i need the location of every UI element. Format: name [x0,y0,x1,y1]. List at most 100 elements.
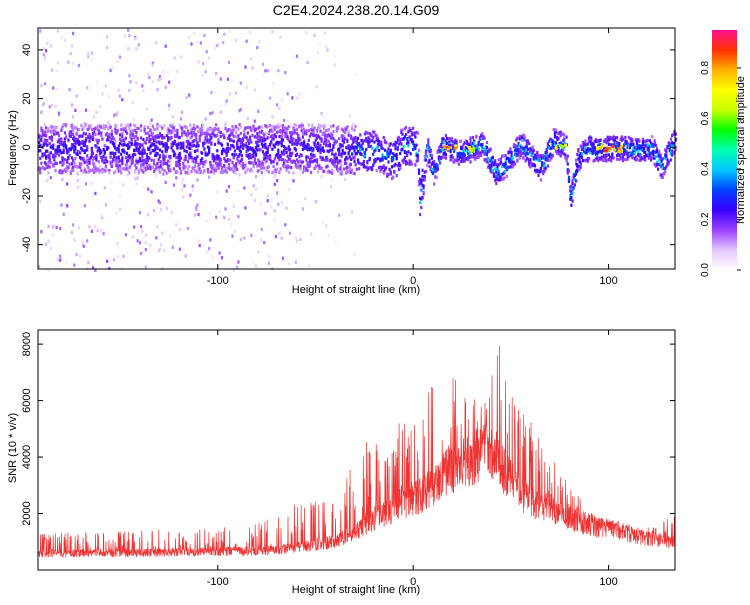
spectrogram-cell [259,139,262,143]
spectrogram-cell [666,158,669,162]
spectrogram-cell [45,134,48,138]
spectrogram-cell [257,158,260,162]
spectrogram-cell [325,128,328,133]
spectrogram-cell [453,149,456,153]
spectrogram-cell [46,143,49,147]
spectrogram-cell [190,127,193,131]
spectrogram-cell [346,139,349,143]
spectrogram-cell [94,132,97,137]
spectrogram-cell [545,147,548,152]
spectrogram-cell [163,161,166,165]
spectrogram-cell [427,138,430,142]
spectrogram-cell [674,132,677,136]
spectrogram-cell [507,156,510,160]
spectrogram-cell [297,96,300,100]
spectrogram-cell [88,132,91,136]
spectrogram-cell [419,212,422,217]
spectrogram-cell [49,124,52,128]
spectrogram-cell [192,31,195,35]
spectrogram-cell [254,264,258,268]
spectrogram-hotspot [596,146,600,150]
spectrogram-cell [277,122,280,127]
spectrogram-cell [558,142,561,146]
spectrogram-cell [627,155,630,159]
spectrogram-cell [378,148,381,153]
spectrogram-cell [389,148,392,152]
spectrogram-cell [621,155,625,159]
spectrogram-cell [233,153,236,157]
spectrogram-cell [328,170,331,174]
spectrogram-cell [54,168,57,173]
spectrogram-cell [219,162,222,166]
spectrogram-cell [224,168,227,173]
spectrogram-cell [227,185,231,189]
spectrogram-cell [67,138,70,142]
spectrogram-cell [269,156,272,160]
spectrogram-cell [322,123,326,128]
spectrogram-cell [645,153,648,157]
y-tick-label: 20 [21,92,33,104]
spectrogram-cell [197,144,200,148]
spectrogram-cell [593,158,596,162]
spectrogram-cell [396,138,399,142]
spectrogram-cell [567,175,571,179]
spectrogram-cell [304,167,307,171]
spectrogram-cell [559,154,562,158]
spectrogram-cell [254,152,258,156]
spectrogram-cell [304,146,307,150]
spectrogram-cell [306,143,309,147]
spectrogram-cell [243,143,246,148]
spectrogram-cell [260,171,263,175]
spectrogram-cell [70,103,73,107]
spectrogram-cell [69,148,72,152]
spectrogram-cell [625,150,628,154]
spectrogram-cell [521,135,524,139]
spectrogram-cell [204,70,207,74]
spectrogram-cell [39,167,42,171]
spectrogram-cell [237,159,240,163]
spectrogram-cell [94,225,97,229]
spectrogram-cell [481,145,484,150]
spectrogram-cell [76,128,79,132]
spectrogram-cell [327,150,330,154]
spectrogram-cell [530,151,533,155]
spectrogram-cell [662,172,666,176]
spectrogram-cell [402,160,405,164]
spectrogram-cell [95,145,98,149]
spectrogram-cell [209,170,212,174]
spectrogram-cell [158,154,161,158]
spectrogram-cell [322,149,326,153]
spectrogram-cell [263,166,266,170]
spectrogram-cell [263,136,266,140]
spectrogram-cell [501,176,504,181]
spectrogram-cell [243,129,246,133]
spectrogram-cell [84,139,88,143]
spectrogram-cell [482,150,485,154]
spectrogram-cell [335,129,338,133]
spectrogram-cell [135,141,138,146]
spectrogram-cell [59,137,62,142]
spectrogram-cell [168,128,171,132]
spectrogram-cell [143,161,146,165]
spectrogram-cell [250,147,253,151]
spectrogram-cell [664,153,667,157]
spectrogram-cell [301,124,304,128]
spectrogram-cell [537,157,540,161]
spectrogram-cell [538,158,541,162]
spectrogram-cell [462,149,465,153]
spectrogram-cell [319,42,322,46]
spectrogram-cell [96,229,99,233]
spectrogram-cell [601,149,605,153]
spectrogram-cell [573,171,576,176]
spectrogram-cell [672,132,675,137]
spectrogram-cell [184,125,187,129]
spectrogram-cell [546,145,549,149]
spectrogram-cell [287,165,290,169]
spectrogram-cell [209,160,212,165]
spectrogram-cell [516,158,519,162]
spectrogram-cell [53,224,56,228]
spectrogram-cell [283,149,286,153]
spectrogram-cell [188,132,191,136]
spectrogram-cell [480,133,483,138]
spectrogram-cell [144,141,147,145]
